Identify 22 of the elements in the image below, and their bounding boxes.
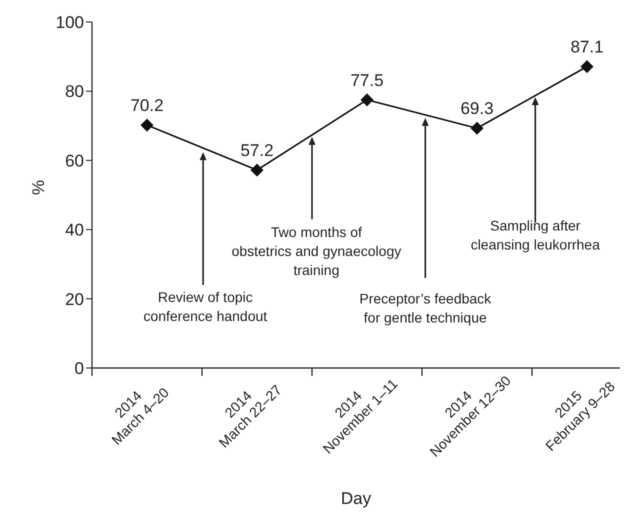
point [580, 60, 594, 74]
point [360, 93, 374, 106]
annotation: Sampling after cleansing leukorrhea [470, 218, 600, 253]
y-tick-label: 40 [65, 220, 84, 240]
annotation: Preceptor’s feedback for gentle technique [359, 290, 492, 326]
y-tick-label: 20 [65, 290, 84, 309]
data-label: 57.2 [240, 141, 274, 160]
y-tick-label: 0 [74, 359, 84, 378]
data-label: 87.1 [570, 38, 604, 57]
annotation: Two months of obstetrics and gynaecology training [232, 224, 402, 278]
y-tick-label: 100 [56, 13, 84, 32]
y-tick-label: 60 [65, 151, 84, 170]
data-label: 70.2 [130, 96, 164, 116]
point [250, 164, 264, 177]
data-label: 69.3 [460, 99, 494, 118]
data-label: 77.5 [350, 70, 384, 90]
point [140, 118, 154, 132]
annotation: Review of topic conference handout [143, 288, 268, 324]
y-axis-title: % [29, 180, 48, 195]
y-tick-label: 80 [65, 82, 84, 102]
x-axis-title: Day [340, 489, 372, 508]
point [470, 122, 484, 135]
